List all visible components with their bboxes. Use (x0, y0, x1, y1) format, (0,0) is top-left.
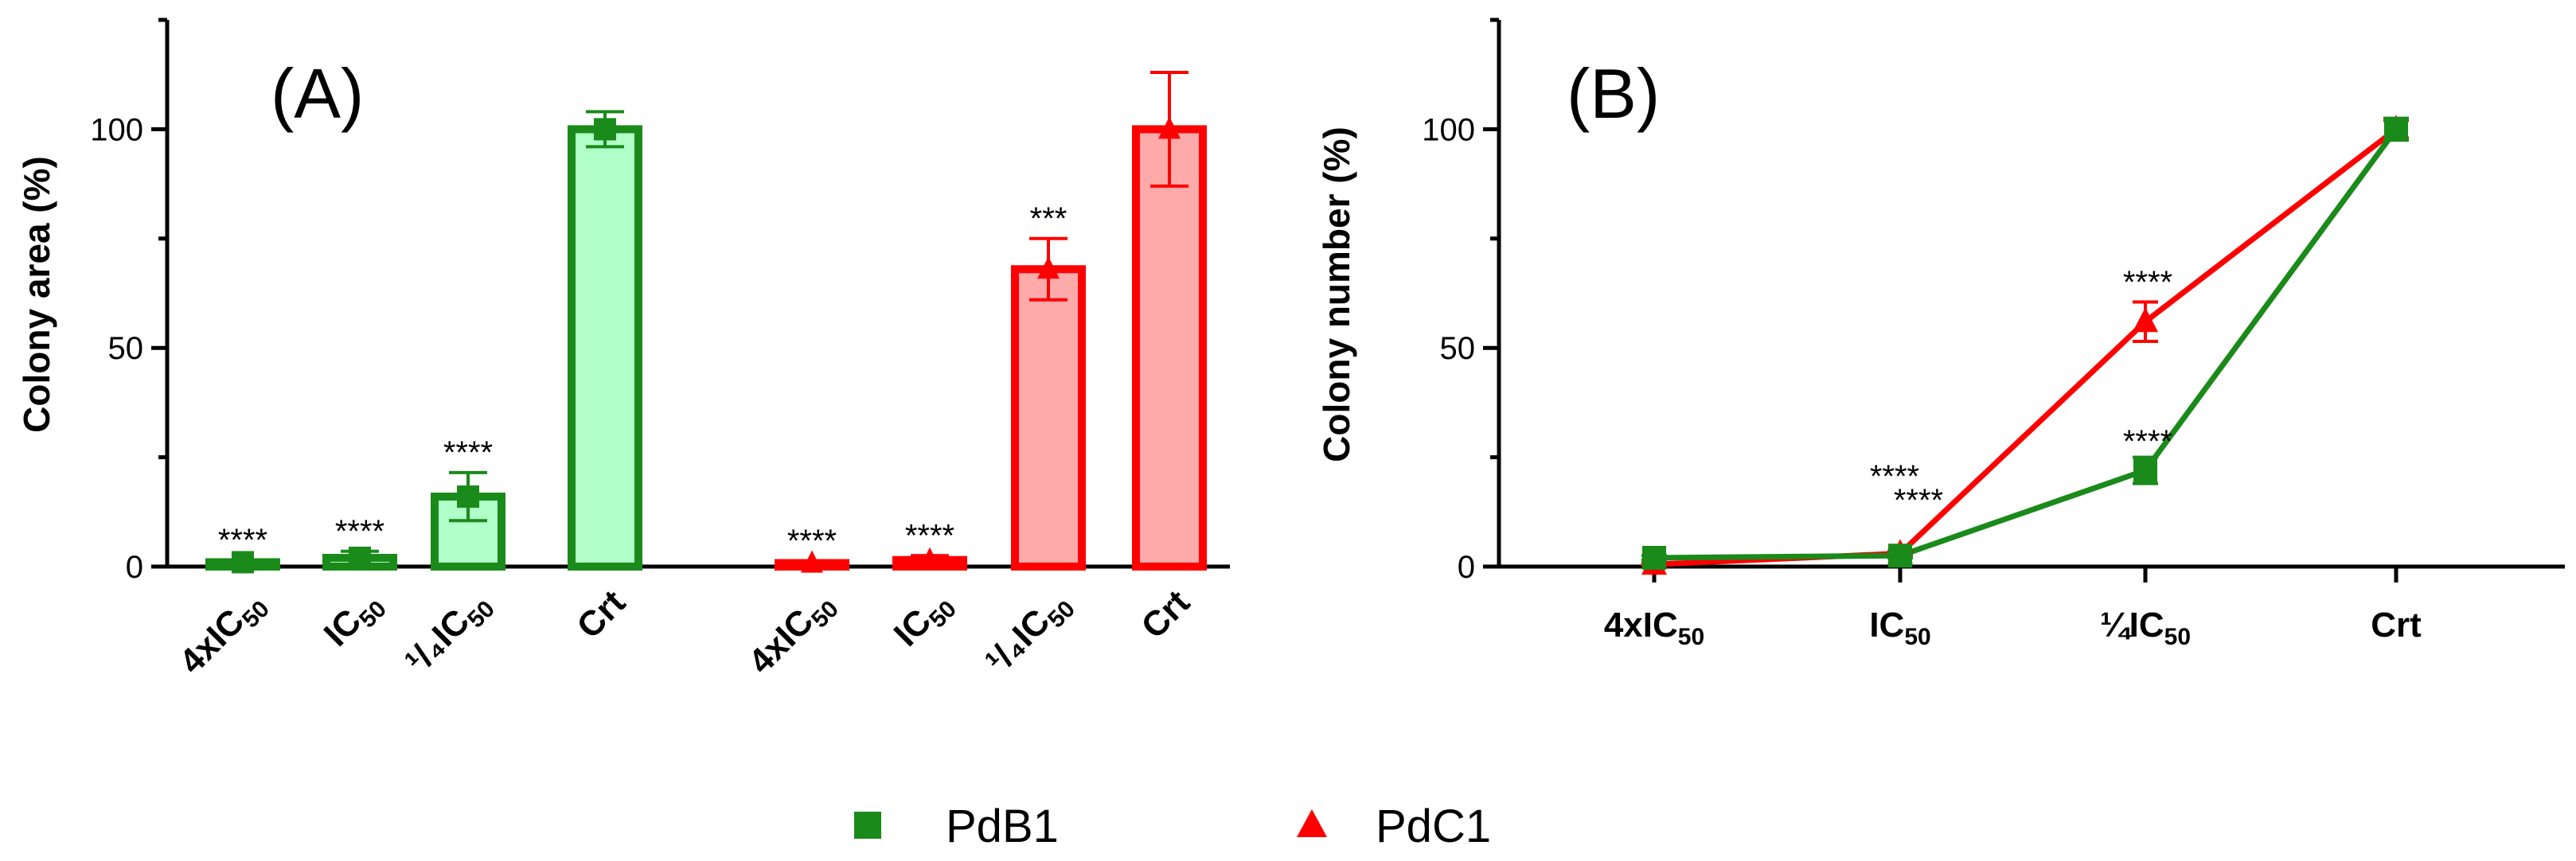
y-tick-label: 50 (108, 331, 144, 366)
x-tick-label: ¹/₄IC50 (398, 582, 500, 684)
legend-marker-triangle (1297, 809, 1327, 837)
x-tick-label: IC50 (1869, 606, 1930, 650)
point-pdb1-3 (2384, 117, 2408, 142)
x-tick-label: 4xIC50 (172, 582, 275, 685)
x-tick-label-main: Crt (1134, 582, 1197, 646)
legend-marker-square (854, 812, 881, 839)
panel-a-bar-chart: 0 50 100 Colony area (%) (A) **** 4xIC50 **** IC… (16, 18, 1230, 685)
y-tick-label: 0 (126, 550, 143, 585)
y-tick-label: 100 (1422, 112, 1475, 147)
significance-label: **** (905, 518, 954, 553)
point-marker-triangle (1037, 256, 1060, 279)
y-axis-label: Colony area (%) (16, 156, 57, 433)
bar-pdc1-3 (1132, 125, 1207, 571)
panel-label-b: (B) (1567, 54, 1660, 133)
x-tick-label: IC50 (887, 582, 962, 657)
point-marker-triangle (1158, 116, 1181, 139)
significance-label: *** (1030, 201, 1067, 236)
point-marker-triangle (801, 550, 823, 573)
x-tick-label-main: IC (1869, 606, 1904, 645)
significance-label: **** (1894, 483, 1943, 518)
x-tick-label-main: 4xIC (1604, 606, 1678, 645)
legend: PdB1 PdC1 (854, 801, 1491, 852)
x-tick-label-subscript: 50 (1678, 624, 1704, 650)
legend-item-pdc1: PdC1 (1297, 801, 1491, 852)
bar-pdb1-3 (568, 125, 642, 571)
series-line-pdc1 (1653, 127, 2398, 567)
x-tick-label: Crt (2371, 606, 2422, 645)
point-marker-square (457, 485, 479, 508)
x-tick-label-main: Crt (569, 582, 633, 646)
x-tick-label: 4xIC50 (741, 582, 844, 685)
x-tick-label-main: Crt (2371, 606, 2422, 645)
y-axis-label: Colony number (%) (1316, 127, 1357, 462)
y-tick-label: 50 (1440, 331, 1476, 366)
significance-label: **** (443, 435, 493, 470)
significance-label: **** (787, 524, 837, 559)
x-tick-label: 4xIC50 (1604, 606, 1704, 650)
x-tick-label-subscript: 50 (2164, 624, 2191, 650)
point-marker-triangle (919, 547, 941, 570)
bar-pdc1-2 (1011, 265, 1086, 571)
point-marker-square (232, 551, 254, 574)
series-line-pdb1 (1653, 127, 2398, 561)
x-tick-label: IC50 (317, 582, 392, 657)
y-tick-label: 100 (90, 112, 143, 147)
point-marker-square (594, 118, 616, 141)
x-tick-label: Crt (569, 582, 633, 646)
x-tick-label-subscript: 50 (1904, 624, 1930, 650)
significance-label: **** (2123, 265, 2172, 300)
point-pdb1-2 (2133, 458, 2157, 483)
legend-label: PdB1 (946, 801, 1059, 852)
x-tick-label: ¹/₄IC50 (978, 582, 1080, 684)
x-tick-label-main: ¼IC (2100, 606, 2164, 645)
x-tick-label: Crt (1134, 582, 1197, 646)
x-tick-label: ¼IC50 (2100, 606, 2191, 650)
significance-label: **** (218, 523, 267, 558)
legend-label: PdC1 (1376, 801, 1491, 852)
y-tick-label: 0 (1458, 550, 1475, 585)
point-pdb1-1 (1888, 543, 1912, 568)
point-marker-square (349, 547, 371, 570)
significance-label: **** (335, 514, 384, 549)
legend-item-pdb1: PdB1 (854, 801, 1059, 852)
panel-label-a: (A) (271, 54, 364, 133)
point-pdb1-0 (1642, 546, 1666, 571)
significance-label: **** (1870, 459, 1919, 494)
significance-label: **** (2123, 424, 2172, 459)
point-pdc1-2 (2133, 307, 2158, 333)
